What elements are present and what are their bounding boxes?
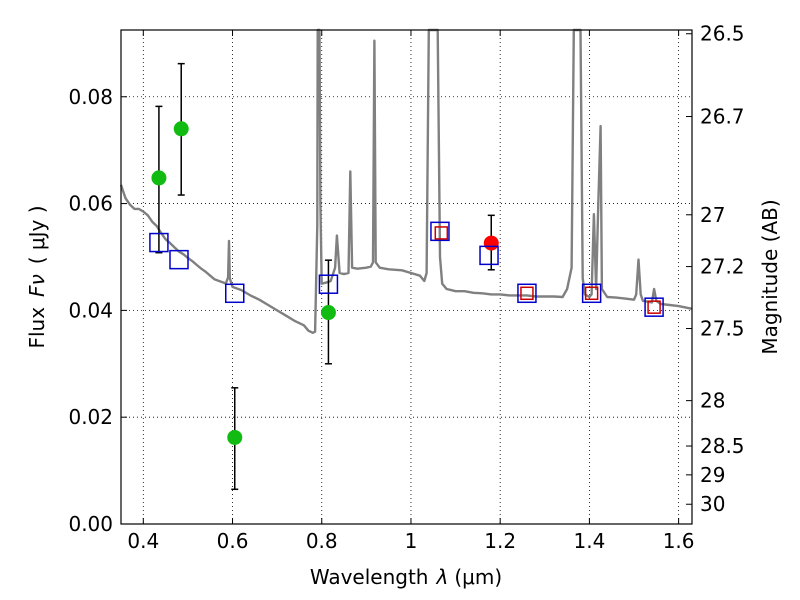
y2-tick-label: 27.2	[700, 255, 745, 279]
y2-tick-label: 29	[700, 463, 725, 487]
y2-tick-label: 27	[700, 203, 725, 227]
x-tick-label: 0.8	[306, 529, 338, 553]
y-tick-label: 0.04	[68, 298, 113, 322]
x-tick-label: 0.4	[127, 529, 159, 553]
y-tick-label: 0.08	[68, 85, 113, 109]
x-tick-label: 1	[405, 529, 418, 553]
y-tick-label: 0.00	[68, 512, 113, 536]
y2-tick-label: 28	[700, 389, 725, 413]
model-square-marker	[434, 226, 449, 240]
model-square-marker	[584, 286, 599, 301]
model-square-marker	[647, 300, 661, 314]
data-point	[151, 170, 167, 186]
markers-layer	[149, 62, 664, 491]
data-point	[483, 235, 499, 251]
x-axis-label-units: (μm)	[454, 565, 502, 589]
y2-axis-label: Magnitude (AB)	[758, 199, 782, 354]
model-square-marker	[581, 283, 602, 304]
x-tick-label: 0.6	[217, 529, 249, 553]
data-point	[227, 429, 243, 445]
y-axis-label-units: ( μJy )	[25, 205, 49, 264]
y2-tick-label: 26.7	[700, 105, 745, 129]
model-square-marker	[225, 283, 245, 304]
y-tick-label: 0.02	[68, 405, 113, 429]
y2-tick-label: 28.5	[700, 434, 745, 458]
model-square-marker	[169, 249, 189, 270]
x-axis-label: Wavelength λ (μm)	[310, 565, 502, 589]
y2-tick-label: 26.5	[700, 22, 745, 46]
plot-frame	[120, 29, 693, 525]
model-square-marker	[644, 297, 664, 317]
model-square-marker	[318, 274, 339, 294]
x-axis-label-prefix: Wavelength	[310, 565, 429, 589]
y2-tick-label: 27.5	[700, 317, 745, 341]
model-square-marker	[149, 232, 169, 253]
spectrum-layer	[119, 28, 693, 334]
data-point	[173, 121, 189, 137]
spectrum-line	[119, 28, 693, 334]
y2-tick-label: 30	[700, 492, 725, 516]
model-square-marker	[430, 221, 450, 242]
model-square-marker	[479, 245, 499, 266]
plot-background	[121, 30, 692, 524]
ticks-layer: 0.4 0.6 0.8 1 1.2 1.4 1.6 0.00 0.02 0.04 0.06 0.08 2…	[68, 22, 744, 553]
x-axis-label-symbol: λ	[436, 565, 449, 589]
x-tick-label: 1.4	[573, 529, 605, 553]
y-tick-label: 0.06	[68, 192, 113, 216]
y-axis-label: Flux Fν ( μJy )	[25, 205, 49, 348]
y-axis-label-symbol: Fν	[25, 274, 49, 297]
x-tick-label: 1.2	[484, 529, 516, 553]
x-tick-label: 1.6	[663, 529, 695, 553]
y-axis-label-prefix: Flux	[25, 307, 49, 349]
model-square-marker	[520, 286, 534, 301]
model-square-marker	[517, 283, 537, 304]
data-point	[320, 305, 336, 321]
